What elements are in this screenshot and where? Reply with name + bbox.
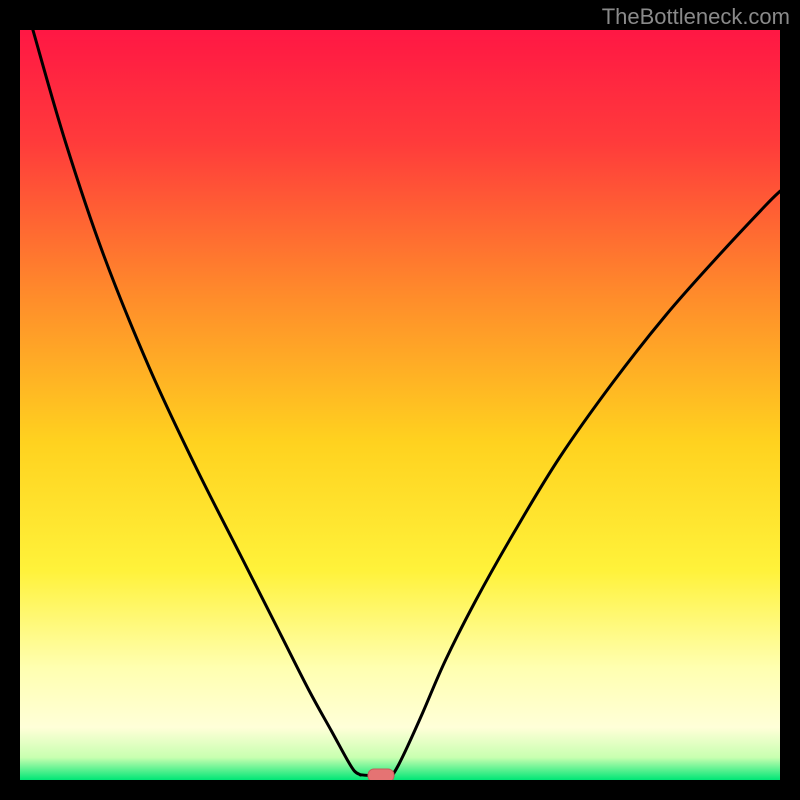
watermark-text: TheBottleneck.com [602, 4, 790, 30]
plot-area [20, 30, 780, 780]
bottleneck-curve [20, 30, 780, 780]
optimum-marker [368, 769, 394, 780]
